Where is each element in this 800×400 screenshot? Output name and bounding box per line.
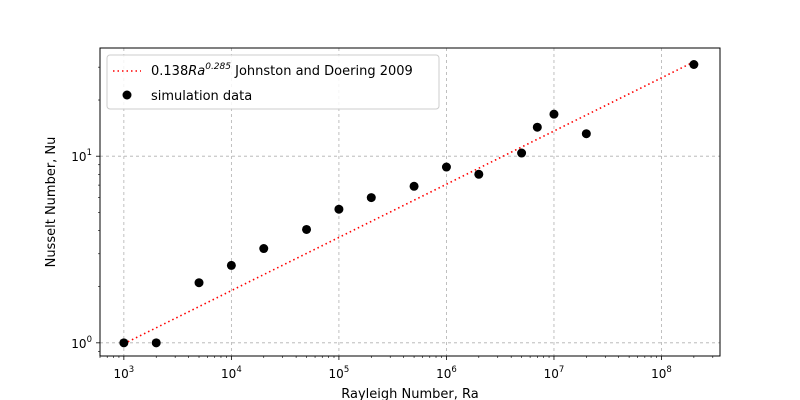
data-point (689, 60, 699, 70)
legend-marker-swatch (122, 90, 132, 100)
data-point (474, 169, 484, 179)
data-point (334, 204, 344, 214)
legend-fit-rest: Johnston and Doering 2009 (231, 64, 413, 79)
data-point (194, 278, 204, 288)
x-tick-label: 104 (221, 365, 242, 381)
x-tick-label: 105 (329, 365, 350, 381)
legend-scatter-label: simulation data (151, 89, 252, 104)
data-point (302, 224, 312, 234)
x-tick-label: 106 (436, 365, 457, 381)
x-tick-label: 108 (651, 365, 672, 381)
data-point (441, 162, 451, 172)
x-tick-label: 103 (114, 365, 135, 381)
simulation-data-series (119, 60, 699, 348)
grid (100, 48, 720, 356)
data-point (517, 148, 527, 158)
legend-fit-label: 0.138Ra0.285 Johnston and Doering 2009 (151, 62, 413, 79)
legend: 0.138Ra0.285 Johnston and Doering 2009 s… (106, 54, 440, 110)
y-tick-label: 100 (71, 335, 92, 351)
legend-fit-coef: 0.138 (151, 64, 188, 79)
data-point (549, 109, 559, 119)
data-point (226, 260, 236, 270)
data-point (532, 122, 542, 132)
y-axis: 100 101 (71, 66, 100, 352)
data-point (366, 193, 376, 203)
legend-fit-exp: 0.285 (205, 62, 231, 72)
x-axis-label: Rayleigh Number, Ra (341, 387, 478, 400)
legend-frame (106, 54, 440, 110)
data-point (409, 181, 419, 191)
plot-frame (99, 47, 721, 357)
y-tick-label: 101 (71, 148, 92, 164)
data-point (259, 244, 269, 254)
data-point (151, 338, 161, 348)
x-tick-label: 107 (544, 365, 565, 381)
data-point (119, 338, 129, 348)
legend-fit-var: Ra (188, 64, 205, 79)
y-axis-label: Nusselt Number, Nu (44, 137, 59, 268)
data-point (581, 129, 591, 139)
x-axis: 103 104 105 106 107 108 (99, 356, 714, 381)
